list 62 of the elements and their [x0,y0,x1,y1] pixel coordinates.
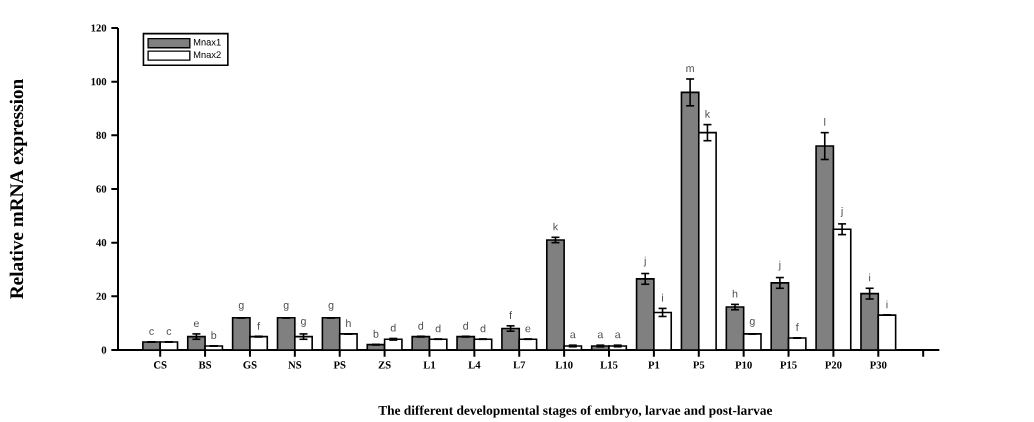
y-tick-label: 60 [96,185,107,193]
annotation: d [463,321,468,330]
y-axis-title: Relative mRNA expression [9,79,28,299]
x-tick-label: GS [243,361,257,369]
x-tick-label: ZS [378,361,391,369]
x-tick-label: L15 [600,361,618,369]
annotation: h [346,319,351,327]
annotation: c [166,329,172,336]
annotation: d [390,323,396,332]
annotation: g [238,302,244,311]
annotation: j [840,207,843,217]
annotation: j [778,260,781,271]
annotation: b [211,331,217,340]
x-tick-label: PS [333,361,346,369]
legend-label: Mnax2 [193,51,221,58]
x-tick-label: L10 [555,361,573,369]
annotation: m [686,66,694,73]
x-axis-title: The different developmental stages of embryo, larvae and post-larvae [378,405,773,418]
annotation: f [257,321,261,330]
annotation: d [418,321,424,330]
annotation: g [300,319,306,327]
x-tick-label: P30 [869,361,887,369]
y-tick-label: 100 [91,78,107,86]
annotation: g [328,302,334,311]
annotation: h [732,289,738,298]
legend-label: Mnax1 [193,38,221,46]
x-tick-label: L1 [423,361,436,369]
y-tick-label: 20 [96,292,107,300]
annotation: e [193,321,199,327]
x-tick-label: P15 [780,361,797,369]
annotation: f [509,311,513,319]
x-tick-label: P10 [735,361,752,369]
annotation: a [570,332,576,339]
annotation: g [749,319,755,327]
annotation: e [525,326,531,333]
x-tick-label: L4 [468,361,481,369]
x-tick-label: CS [153,361,167,369]
x-tick-label: BS [198,361,212,369]
annotation: i [886,300,888,309]
annotation: i [662,293,664,302]
annotation: a [597,332,604,339]
annotation: i [869,273,871,282]
y-tick-label: 80 [96,131,107,139]
annotation: c [149,329,154,336]
annotation: d [435,324,441,333]
annotation: a [615,332,621,339]
x-tick-label: NS [288,361,302,369]
y-tick-label: 0 [101,346,107,354]
annotation: l [824,117,826,126]
annotation: k [553,222,559,231]
annotation: g [283,302,289,311]
x-tick-label: L7 [513,361,526,369]
y-tick-label: 120 [91,24,107,32]
x-tick-label: P1 [648,361,660,369]
x-tick-label: P20 [825,361,842,369]
annotation: f [795,323,799,331]
annotation: b [373,329,379,338]
annotation: k [705,109,711,118]
annotation: d [480,324,486,333]
x-tick-label: P5 [693,361,705,369]
annotation: j [643,256,646,267]
y-tick-label: 40 [96,239,107,247]
